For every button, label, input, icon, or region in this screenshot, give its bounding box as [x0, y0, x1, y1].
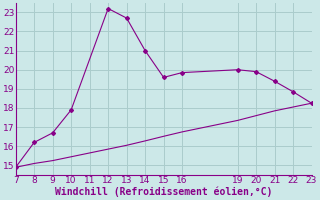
X-axis label: Windchill (Refroidissement éolien,°C): Windchill (Refroidissement éolien,°C): [55, 187, 272, 197]
